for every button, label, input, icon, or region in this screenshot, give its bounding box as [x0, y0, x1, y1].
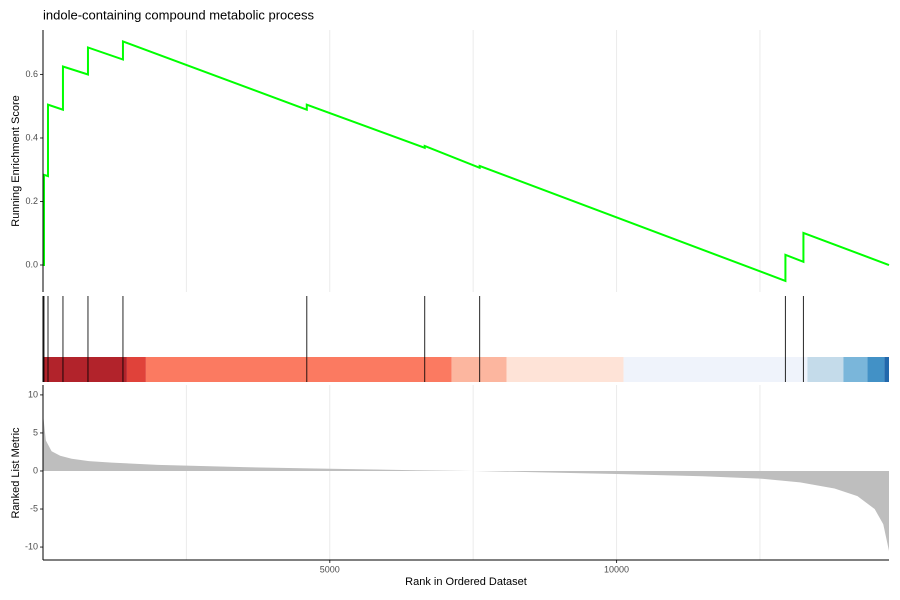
y-tick-label: 5	[33, 427, 38, 437]
running-score-line	[42, 39, 890, 283]
rank-band	[126, 357, 146, 382]
y-tick-label: 0.4	[25, 132, 38, 142]
y-tick-label: -10	[25, 541, 38, 551]
rank-band	[843, 357, 868, 382]
y-tick-label: 0.2	[25, 196, 38, 206]
y-tick-label: -5	[30, 503, 38, 513]
rank-band	[867, 357, 885, 382]
x-tick-label: 10000	[604, 564, 629, 574]
x-tick-label: 5000	[320, 564, 340, 574]
chart-title: indole-containing compound metabolic pro…	[43, 7, 314, 22]
y-tick-label: 0.6	[25, 69, 38, 79]
rank-band	[506, 357, 624, 382]
rank-band	[623, 357, 808, 382]
y-axis-label: Ranked List Metric	[10, 427, 22, 519]
y-tick-label: 0	[33, 465, 38, 475]
rank-band	[884, 357, 889, 382]
y-axis-label: Running Enrichment Score	[10, 95, 22, 226]
x-axis-label: Rank in Ordered Dataset	[405, 576, 527, 588]
ranked-metric-area	[43, 413, 889, 551]
rank-band	[43, 357, 127, 382]
rank-band	[145, 357, 452, 382]
y-tick-label: 10	[28, 389, 38, 399]
y-tick-label: 0.0	[25, 259, 38, 269]
rank-band	[807, 357, 844, 382]
